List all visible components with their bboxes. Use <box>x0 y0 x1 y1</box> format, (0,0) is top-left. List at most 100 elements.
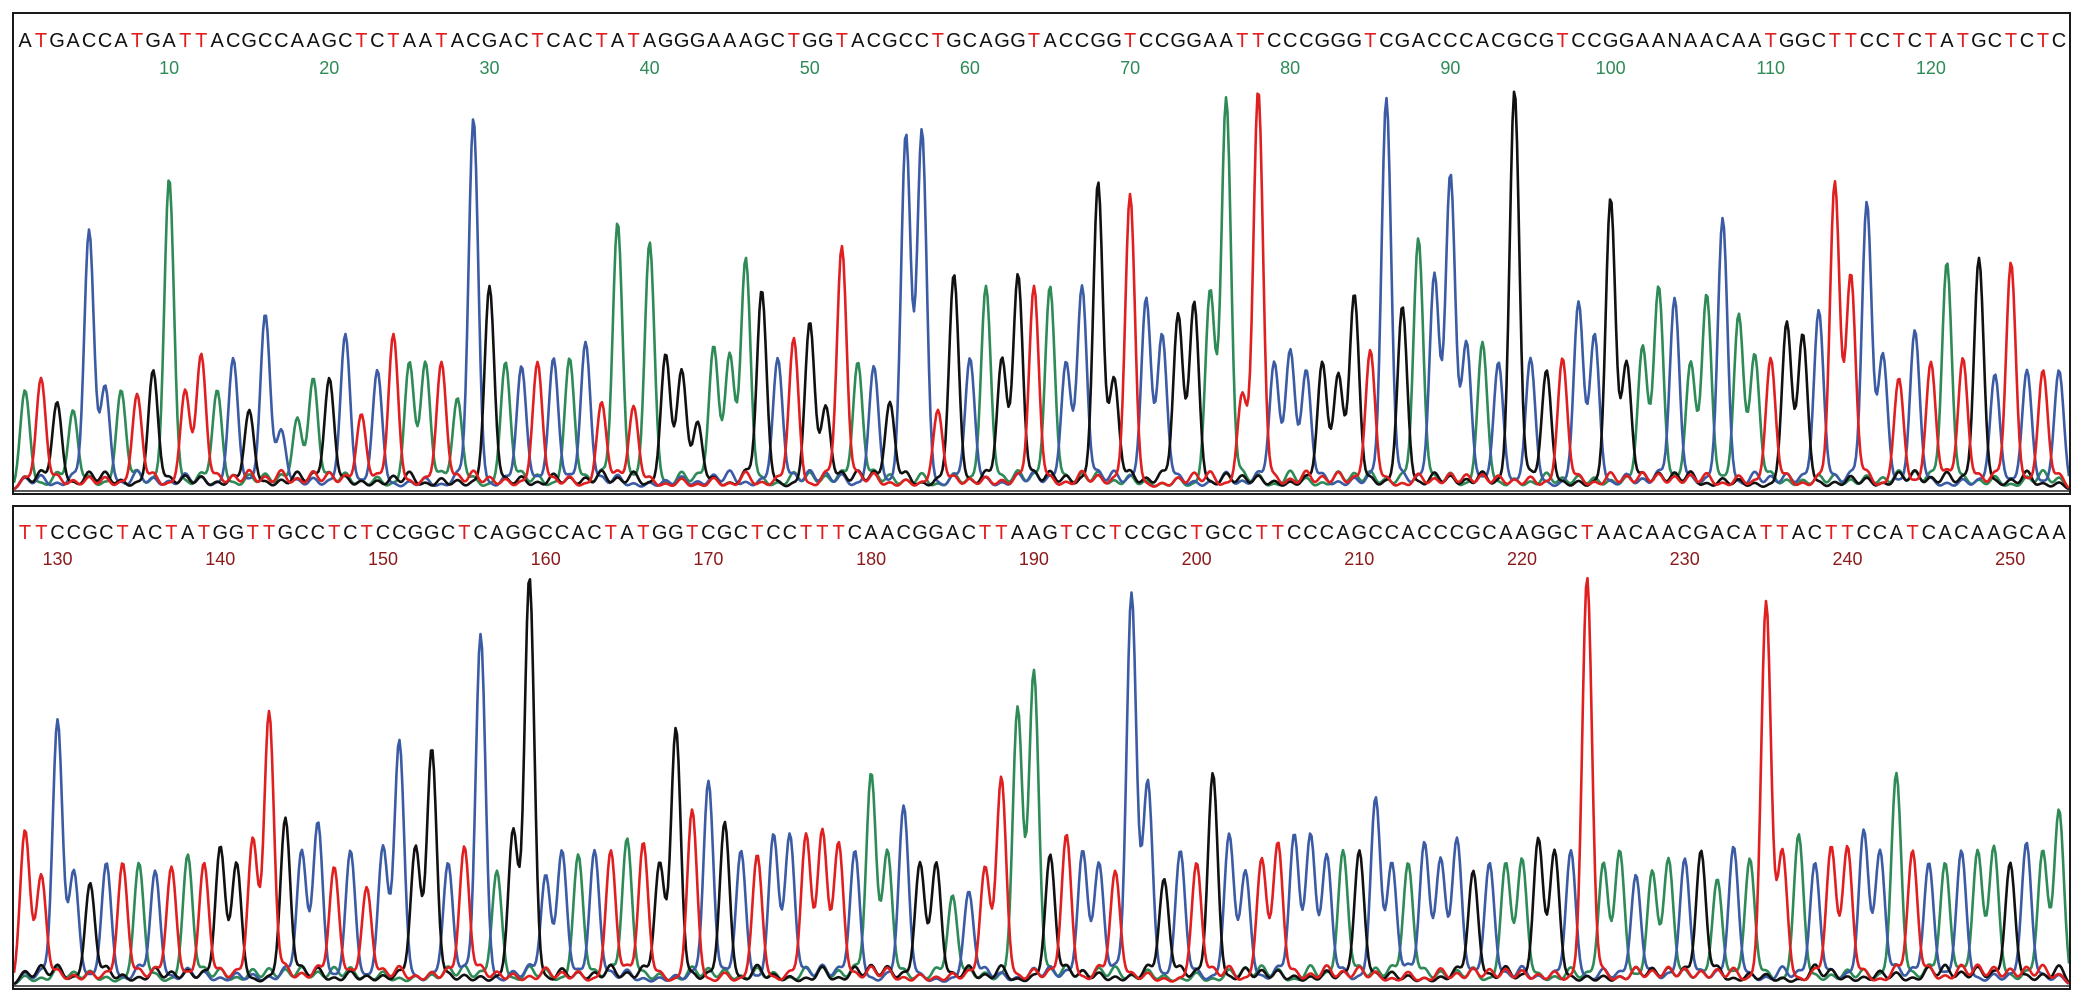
base-call: C <box>1876 30 1890 52</box>
base-call: C <box>1059 30 1073 52</box>
base-call: T <box>1236 30 1248 52</box>
base-call: C <box>311 522 325 544</box>
base-call: A <box>1043 30 1057 52</box>
trace-T <box>14 92 2069 491</box>
base-call: G <box>482 30 498 52</box>
position-labels: 10 20 30 40 50 60 70 80 90 100 110 120 <box>159 58 1946 78</box>
base-call: A <box>162 30 176 52</box>
base-call: C <box>2052 30 2066 52</box>
base-call: C <box>1459 30 1473 52</box>
base-call: A <box>1646 522 1660 544</box>
base-call: C <box>1379 30 1393 52</box>
base-call: C <box>1715 30 1729 52</box>
base-call: A <box>1597 522 1611 544</box>
base-call: C <box>1238 522 1252 544</box>
base-call: A <box>1204 30 1218 52</box>
base-call: A <box>851 30 865 52</box>
position-label: 60 <box>960 58 980 78</box>
base-call: A <box>451 30 465 52</box>
base-call: T <box>995 522 1007 544</box>
base-call: C <box>1124 522 1138 544</box>
base-call: T <box>116 522 128 544</box>
position-label: 120 <box>1916 58 1946 78</box>
base-call: A <box>1613 522 1627 544</box>
base-call: G <box>1331 30 1347 52</box>
base-call: C <box>1873 522 1887 544</box>
base-call: C <box>546 30 560 52</box>
base-call: G <box>1603 30 1619 52</box>
base-call: C <box>1954 522 1968 544</box>
base-call: C <box>1677 522 1691 544</box>
base-call: C <box>1571 30 1585 52</box>
base-call: G <box>2002 522 2018 544</box>
base-call: C <box>848 522 862 544</box>
base-call: N <box>1667 30 1681 52</box>
base-call: A <box>1938 522 1952 544</box>
base-call: T <box>131 30 143 52</box>
base-call: C <box>1629 522 1643 544</box>
base-call: T <box>1957 30 1969 52</box>
base-call: A <box>1011 522 1025 544</box>
base-call: C <box>473 522 487 544</box>
base-call: C <box>538 522 552 544</box>
base-call: G <box>241 30 257 52</box>
base-call: C <box>1155 30 1169 52</box>
trace-T <box>14 576 2069 985</box>
base-call: T <box>195 30 207 52</box>
base-call: T <box>1906 522 1918 544</box>
base-call: A <box>1412 30 1426 52</box>
base-call: G <box>522 522 538 544</box>
base-call: T <box>1776 522 1788 544</box>
base-call: C <box>148 522 162 544</box>
position-label: 20 <box>319 58 339 78</box>
base-call: A <box>132 522 146 544</box>
position-label: 70 <box>1120 58 1140 78</box>
position-label: 160 <box>531 549 561 569</box>
base-call: T <box>1760 522 1772 544</box>
base-call: T <box>1364 30 1376 52</box>
base-call: C <box>1433 522 1447 544</box>
base-call: A <box>403 30 417 52</box>
base-call: T <box>1829 30 1841 52</box>
base-call: C <box>1450 522 1464 544</box>
trace-lines <box>14 576 2069 986</box>
position-label: 200 <box>1182 549 1212 569</box>
base-call: A <box>1971 522 1985 544</box>
base-call: C <box>701 522 715 544</box>
base-call: G <box>994 30 1010 52</box>
base-call: C <box>1417 522 1431 544</box>
base-call: T <box>198 522 210 544</box>
base-call: T <box>1841 522 1853 544</box>
base-call: C <box>258 30 272 52</box>
base-call: C <box>1075 522 1089 544</box>
base-call: G <box>882 30 898 52</box>
base-call: C <box>50 522 64 544</box>
base-call: C <box>514 30 528 52</box>
base-call: A <box>1711 522 1725 544</box>
base-call: G <box>1170 30 1186 52</box>
base-call: G <box>946 30 962 52</box>
base-call: G <box>424 522 440 544</box>
base-call: G <box>802 30 818 52</box>
base-call: A <box>864 522 878 544</box>
base-call: A <box>1684 30 1698 52</box>
base-call: A <box>979 30 993 52</box>
base-call: G <box>82 522 98 544</box>
base-call: C <box>1908 30 1922 52</box>
base-call: C <box>274 30 288 52</box>
position-label: 80 <box>1280 58 1300 78</box>
base-call: A <box>66 30 80 52</box>
base-call: A <box>643 30 657 52</box>
base-call: T <box>1581 522 1593 544</box>
base-call: A <box>1792 522 1806 544</box>
base-call: A <box>291 30 305 52</box>
base-call: C <box>98 30 112 52</box>
base-call: G <box>818 30 834 52</box>
base-call: C <box>1141 522 1155 544</box>
base-call: A <box>1336 522 1350 544</box>
base-call: C <box>441 522 455 544</box>
base-call: C <box>2020 30 2034 52</box>
trace-G <box>14 578 2069 985</box>
base-call: C <box>1482 522 1496 544</box>
